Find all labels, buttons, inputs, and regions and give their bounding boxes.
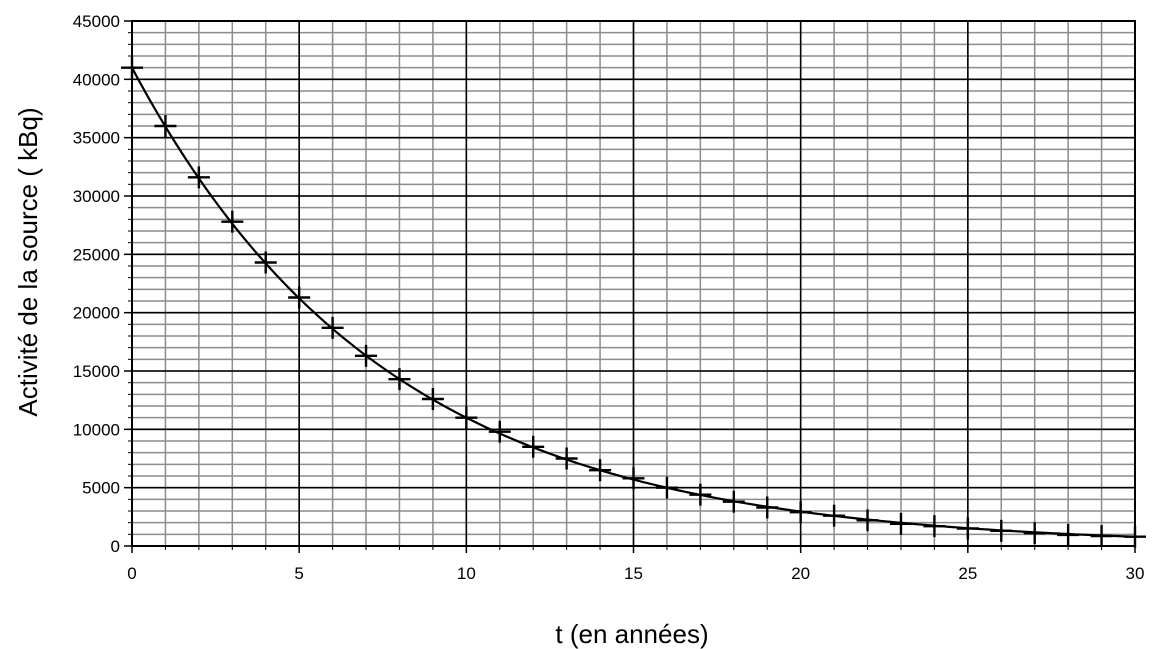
data-point [756, 496, 779, 519]
major-gridlines [131, 20, 1136, 547]
data-point [789, 501, 812, 524]
x-tick-label: 10 [457, 564, 476, 583]
data-point [288, 286, 311, 309]
data-point [154, 115, 177, 137]
data-point [321, 316, 344, 339]
y-tick-label: 20000 [73, 304, 120, 323]
data-points [121, 56, 1146, 548]
data-point [689, 483, 712, 506]
data-point [956, 517, 979, 540]
x-axis-title: t (en années) [555, 619, 708, 649]
x-tick-label: 15 [624, 564, 643, 583]
data-point [1124, 525, 1146, 548]
data-point [856, 509, 879, 532]
data-point [655, 476, 678, 499]
data-point [388, 368, 411, 391]
data-point [1090, 525, 1113, 548]
y-tick-label: 15000 [73, 362, 120, 381]
data-point [889, 512, 912, 535]
data-point [121, 56, 143, 79]
y-tick-label: 35000 [73, 129, 120, 148]
data-point [488, 420, 511, 443]
data-point [522, 435, 545, 458]
data-point [1023, 522, 1046, 545]
data-point [622, 467, 645, 490]
data-point [221, 210, 244, 233]
data-point [589, 459, 612, 482]
data-point [187, 166, 210, 189]
x-tick-label: 5 [294, 564, 303, 583]
data-point [923, 515, 946, 538]
data-point [355, 344, 378, 367]
data-point [722, 490, 745, 513]
y-tick-label: 10000 [73, 420, 120, 439]
data-point [990, 519, 1013, 542]
x-tick-label: 0 [127, 564, 136, 583]
x-tick-label: 20 [791, 564, 810, 583]
x-tick-labels: 0 5 10 15 20 25 30 [127, 564, 1144, 583]
y-tick-label: 25000 [73, 245, 120, 264]
x-tick-label: 30 [1126, 564, 1145, 583]
x-tick-label: 25 [958, 564, 977, 583]
axis-tick-marks [124, 20, 1136, 553]
y-tick-label: 5000 [82, 479, 120, 498]
y-tick-labels: 0 5000 10000 15000 20000 25000 30000 35000 40000… [73, 12, 120, 556]
y-tick-label: 40000 [73, 70, 120, 89]
data-point [254, 251, 277, 274]
data-point [455, 406, 478, 429]
data-point [823, 504, 846, 527]
y-tick-label: 45000 [73, 12, 120, 31]
data-point [555, 447, 578, 470]
y-tick-label: 0 [111, 537, 120, 556]
y-tick-label: 30000 [73, 187, 120, 206]
y-axis-title: Activité de la source ( kBq) [13, 107, 43, 416]
data-point [1057, 523, 1080, 546]
data-point [421, 388, 444, 410]
